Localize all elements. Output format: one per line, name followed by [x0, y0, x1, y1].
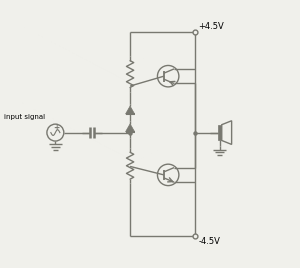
Text: +4.5V: +4.5V: [198, 22, 224, 31]
Text: +: +: [53, 123, 60, 132]
Text: -4.5V: -4.5V: [198, 237, 220, 246]
Polygon shape: [222, 121, 232, 144]
Polygon shape: [126, 124, 135, 132]
Text: input signal: input signal: [4, 114, 46, 120]
Polygon shape: [126, 106, 135, 114]
Polygon shape: [218, 125, 222, 140]
